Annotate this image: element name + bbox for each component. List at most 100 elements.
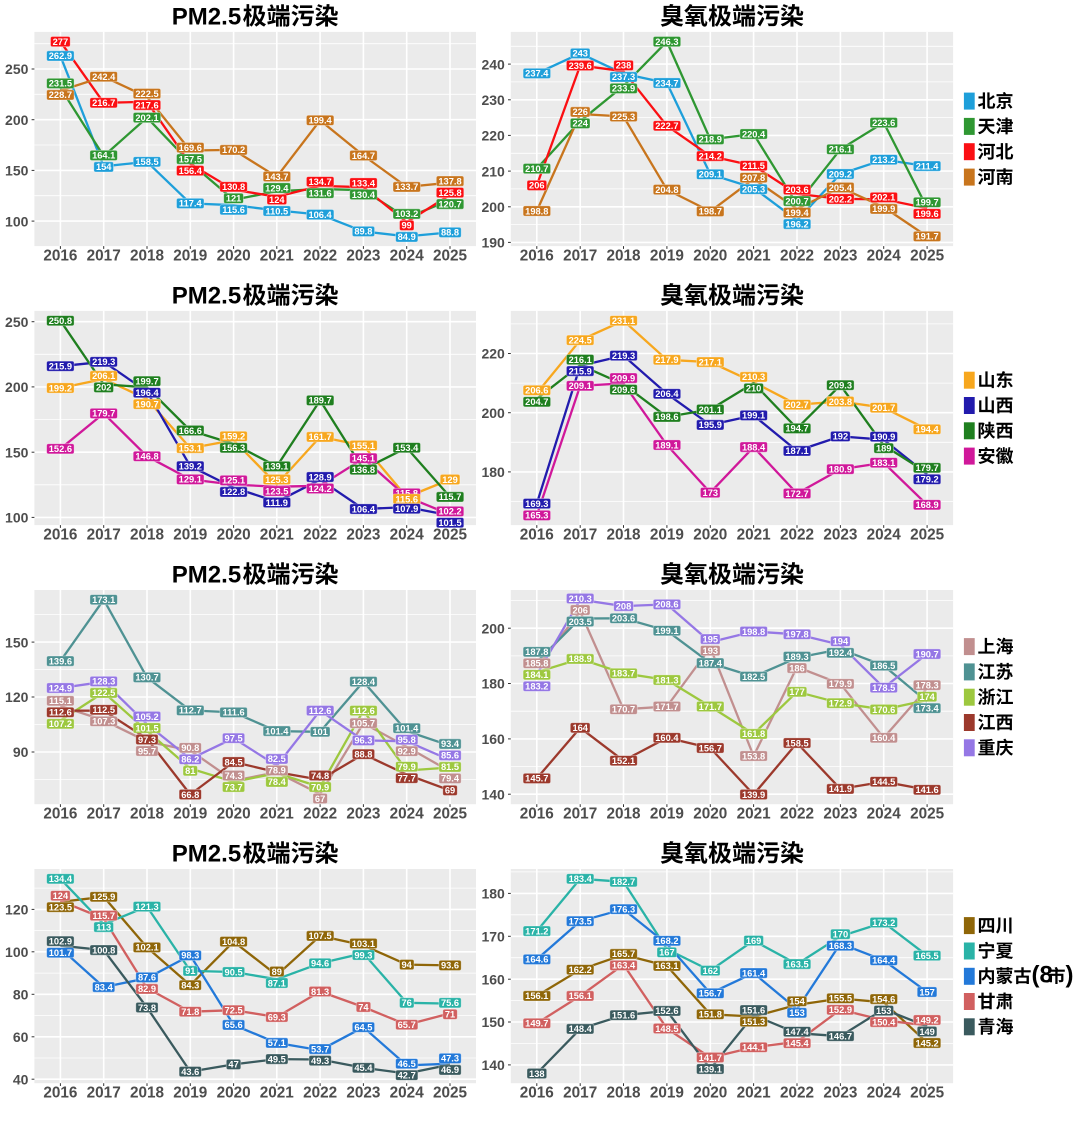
svg-text:PM2.5: PM2.5 — [172, 4, 241, 31]
svg-text:166.6: 166.6 — [179, 426, 202, 436]
svg-text:163.5: 163.5 — [785, 959, 808, 969]
svg-text:98.3: 98.3 — [181, 951, 199, 961]
svg-text:42.7: 42.7 — [398, 1071, 416, 1081]
svg-text:161.4: 161.4 — [742, 968, 766, 978]
svg-text:2016: 2016 — [520, 1085, 554, 1102]
svg-text:67: 67 — [315, 794, 325, 804]
svg-text:205.3: 205.3 — [742, 185, 765, 195]
svg-text:198.7: 198.7 — [699, 207, 722, 217]
svg-text:129: 129 — [442, 475, 458, 485]
svg-text:179.9: 179.9 — [829, 679, 852, 689]
svg-text:146.8: 146.8 — [135, 452, 158, 462]
svg-text:2025: 2025 — [433, 1085, 468, 1102]
svg-text:176.3: 176.3 — [612, 905, 635, 915]
svg-text:2021: 2021 — [260, 247, 295, 264]
svg-text:2024: 2024 — [390, 526, 425, 543]
svg-text:246.3: 246.3 — [655, 37, 678, 47]
svg-text:99.3: 99.3 — [354, 950, 372, 960]
svg-text:140: 140 — [481, 786, 505, 802]
svg-text:158.5: 158.5 — [785, 738, 808, 748]
svg-text:151.6: 151.6 — [742, 1005, 765, 1015]
svg-text:2018: 2018 — [606, 1085, 641, 1102]
svg-text:111.9: 111.9 — [266, 498, 288, 508]
svg-text:2025: 2025 — [433, 805, 468, 822]
svg-text:101.5: 101.5 — [135, 723, 158, 733]
svg-text:194: 194 — [833, 637, 849, 647]
svg-text:161.8: 161.8 — [742, 729, 765, 739]
svg-text:71: 71 — [445, 1010, 455, 1020]
svg-text:152.9: 152.9 — [829, 1005, 852, 1015]
svg-text:88.8: 88.8 — [354, 750, 372, 760]
svg-text:130.7: 130.7 — [135, 673, 158, 683]
svg-text:189.1: 189.1 — [655, 440, 678, 450]
svg-text:208.6: 208.6 — [655, 600, 678, 610]
svg-text:134.7: 134.7 — [308, 177, 331, 187]
svg-text:172.7: 172.7 — [785, 489, 808, 499]
svg-text:57.1: 57.1 — [268, 1038, 286, 1048]
svg-text:192.4: 192.4 — [829, 648, 853, 658]
svg-text:79.9: 79.9 — [398, 762, 416, 772]
svg-text:234.7: 234.7 — [655, 78, 678, 88]
svg-text:84.3: 84.3 — [181, 981, 199, 991]
svg-text:2019: 2019 — [173, 526, 207, 543]
svg-text:120: 120 — [5, 902, 29, 918]
svg-text:2019: 2019 — [173, 1085, 207, 1102]
svg-text:105.7: 105.7 — [352, 719, 375, 729]
svg-text:101.4: 101.4 — [265, 726, 289, 736]
svg-text:239.6: 239.6 — [569, 61, 592, 71]
svg-text:75.6: 75.6 — [441, 998, 459, 1008]
svg-text:102.1: 102.1 — [135, 943, 158, 953]
svg-text:79.4: 79.4 — [441, 774, 460, 784]
svg-text:2021: 2021 — [260, 526, 295, 543]
svg-text:180.9: 180.9 — [829, 465, 852, 475]
svg-text:115.1: 115.1 — [49, 696, 72, 706]
svg-text:134.4: 134.4 — [49, 874, 73, 884]
svg-text:162: 162 — [703, 966, 719, 976]
svg-text:69: 69 — [445, 786, 455, 796]
svg-text:209.6: 209.6 — [612, 385, 635, 395]
svg-text:169.6: 169.6 — [179, 143, 202, 153]
svg-text:72.5: 72.5 — [225, 1006, 243, 1016]
svg-text:190.7: 190.7 — [915, 649, 938, 659]
svg-text:206.1: 206.1 — [92, 371, 115, 381]
svg-text:94.6: 94.6 — [311, 959, 329, 969]
svg-text:2016: 2016 — [520, 247, 554, 264]
svg-text:102.9: 102.9 — [49, 937, 72, 947]
svg-text:149.2: 149.2 — [915, 1015, 938, 1025]
svg-text:2021: 2021 — [737, 526, 772, 543]
svg-text:160.4: 160.4 — [872, 733, 896, 743]
svg-text:157: 157 — [919, 987, 935, 997]
svg-text:129.1: 129.1 — [179, 475, 202, 485]
svg-text:186: 186 — [789, 663, 805, 673]
svg-text:143.7: 143.7 — [265, 172, 288, 182]
svg-text:2022: 2022 — [780, 1085, 814, 1102]
svg-text:2020: 2020 — [217, 247, 251, 264]
svg-text:49.3: 49.3 — [311, 1056, 329, 1066]
svg-text:200: 200 — [481, 199, 505, 215]
svg-text:137.8: 137.8 — [438, 176, 461, 186]
svg-text:180: 180 — [481, 886, 505, 902]
svg-text:217.9: 217.9 — [655, 355, 678, 365]
svg-text:93.4: 93.4 — [441, 739, 460, 749]
svg-text:2017: 2017 — [87, 247, 121, 264]
svg-text:113: 113 — [96, 922, 111, 932]
svg-text:156.4: 156.4 — [179, 166, 203, 176]
svg-text:183.4: 183.4 — [569, 874, 593, 884]
svg-text:199.7: 199.7 — [135, 377, 158, 387]
svg-text:2022: 2022 — [303, 805, 337, 822]
svg-text:200: 200 — [5, 379, 29, 395]
svg-text:73.8: 73.8 — [138, 1003, 156, 1013]
svg-text:217.1: 217.1 — [699, 357, 722, 367]
svg-text:210.3: 210.3 — [742, 372, 765, 382]
svg-text:128.3: 128.3 — [92, 677, 115, 687]
svg-text:179.2: 179.2 — [915, 475, 938, 485]
svg-text:2023: 2023 — [823, 526, 857, 543]
svg-text:219.3: 219.3 — [612, 351, 635, 361]
svg-text:250: 250 — [5, 61, 29, 77]
svg-text:209.2: 209.2 — [829, 169, 852, 179]
svg-text:141.9: 141.9 — [829, 784, 852, 794]
svg-text:156.7: 156.7 — [699, 743, 722, 753]
svg-text:182.7: 182.7 — [612, 877, 635, 887]
svg-text:199.1: 199.1 — [655, 626, 678, 636]
svg-text:200.7: 200.7 — [785, 196, 808, 206]
